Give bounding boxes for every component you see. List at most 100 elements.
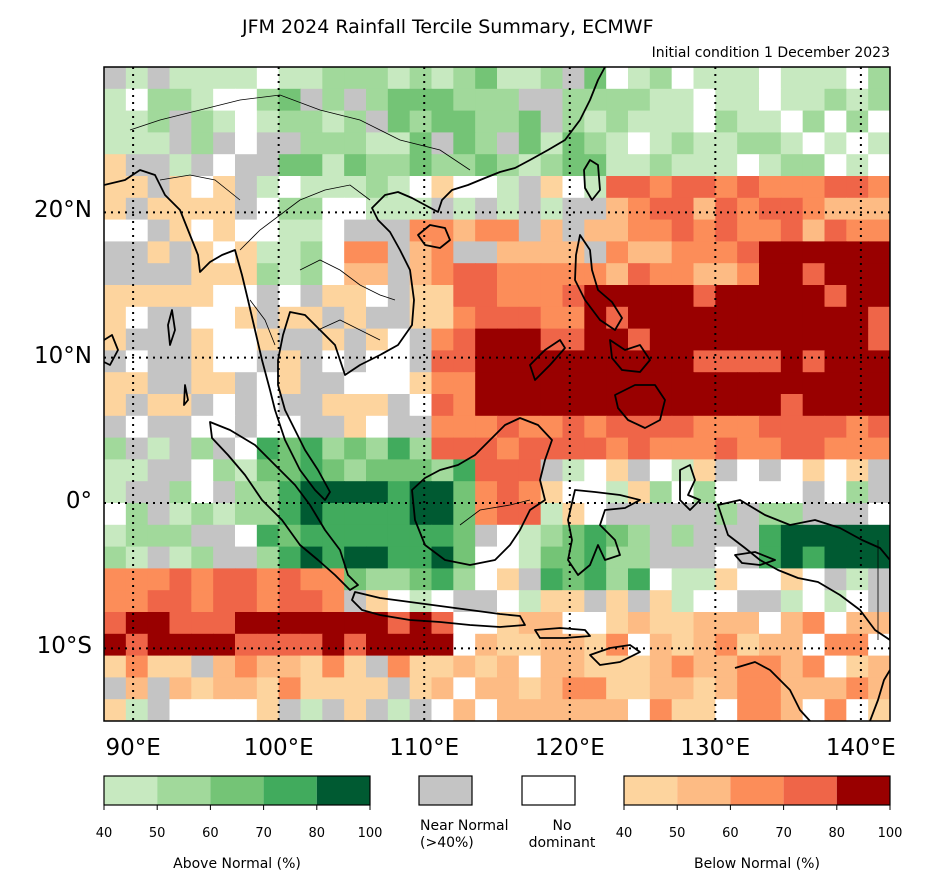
grid-cell	[497, 699, 520, 721]
grid-cell	[606, 219, 629, 242]
grid-cell	[562, 394, 585, 417]
grid-cell	[213, 459, 236, 482]
grid-cell	[387, 110, 411, 133]
grid-cell	[671, 524, 695, 548]
grid-cell	[322, 699, 345, 721]
grid-cell	[344, 612, 367, 635]
grid-cell	[344, 219, 367, 242]
grid-cell	[235, 503, 258, 526]
grid-cell	[671, 132, 695, 155]
grid-cell	[475, 503, 498, 526]
grid-cell	[737, 350, 760, 373]
grid-cell	[300, 503, 323, 526]
grid-cell	[169, 437, 192, 460]
grid-cell	[213, 699, 236, 721]
grid-cell	[584, 285, 607, 308]
grid-cell	[278, 590, 302, 613]
grid-cell	[366, 394, 389, 417]
grid-cell	[256, 219, 280, 242]
grid-cell	[278, 568, 302, 591]
grid-cell	[147, 88, 171, 112]
grid-cell	[890, 198, 912, 220]
grid-cell	[191, 677, 214, 700]
grid-cell	[802, 394, 826, 417]
colorbar-tick-label: 100	[357, 826, 383, 841]
grid-cell	[671, 677, 695, 700]
grid-cell	[824, 677, 847, 700]
grid-cell	[169, 459, 192, 482]
grid-cell	[628, 546, 651, 569]
grid-cell	[824, 110, 847, 133]
grid-cell	[366, 197, 389, 221]
grid-cell	[759, 132, 782, 155]
grid-cell	[737, 655, 760, 678]
grid-cell	[890, 634, 912, 656]
grid-cell	[344, 241, 367, 264]
grid-cell	[300, 437, 323, 460]
grid-cell	[104, 394, 127, 417]
colorbar-tick-label: 60	[722, 826, 739, 841]
grid-cell	[824, 67, 847, 90]
grid-cell	[475, 481, 498, 504]
grid-cell	[715, 633, 738, 657]
grid-cell	[256, 350, 280, 373]
grid-cell	[431, 655, 454, 678]
grid-cell	[562, 197, 585, 221]
grid-cell	[540, 633, 564, 657]
grid-cell	[191, 568, 214, 591]
grid-cell	[322, 524, 345, 548]
colorbar-tick-label: 50	[668, 826, 686, 841]
grid-cell	[780, 524, 804, 548]
grid-cell	[846, 88, 869, 112]
grid-cell	[387, 132, 411, 155]
grid-cell	[715, 154, 738, 177]
grid-cell	[497, 524, 520, 548]
grid-cell	[628, 633, 651, 657]
grid-cell	[780, 481, 804, 504]
grid-cell	[890, 612, 912, 634]
grid-cell	[497, 285, 520, 308]
grid-cell	[497, 88, 520, 112]
grid-cell	[562, 503, 585, 526]
grid-cell	[344, 721, 366, 743]
grid-cell	[387, 263, 411, 286]
grid-cell	[300, 67, 323, 90]
colorbar-segment	[624, 776, 678, 805]
grid-cell	[759, 568, 782, 591]
grid-cell	[606, 88, 629, 112]
colorbar-segment	[677, 776, 731, 805]
grid-cell	[409, 306, 433, 330]
grid-cell	[475, 524, 498, 548]
grid-cell	[693, 655, 716, 678]
grid-cell	[300, 655, 323, 678]
grid-cell	[606, 350, 629, 373]
grid-cell	[344, 459, 367, 482]
grid-cell	[322, 437, 345, 460]
grid-cell	[518, 306, 542, 330]
grid-cell	[213, 481, 236, 504]
grid-cell	[147, 655, 171, 678]
grid-cell	[125, 394, 149, 417]
grid-cell	[475, 306, 498, 330]
grid-cell	[453, 176, 476, 199]
colorbar-near-normal-swatch	[418, 775, 473, 806]
grid-cell	[562, 350, 585, 373]
grid-cell	[497, 263, 520, 286]
grid-cell	[562, 328, 585, 351]
grid-cell	[693, 677, 716, 700]
grid-cell	[518, 481, 542, 504]
grid-cell	[628, 263, 651, 286]
grid-cell	[125, 590, 149, 613]
grid-cell	[715, 699, 738, 721]
grid-cell	[431, 197, 454, 221]
grid-cell	[649, 372, 673, 395]
grid-cell	[803, 721, 825, 743]
grid-cell	[497, 655, 520, 678]
grid-cell	[540, 132, 564, 155]
grid-cell	[366, 67, 389, 90]
grid-cell	[475, 154, 498, 177]
grid-cell	[125, 67, 149, 90]
grid-cell	[846, 546, 869, 569]
grid-cell	[213, 546, 236, 569]
grid-cell	[191, 721, 213, 743]
